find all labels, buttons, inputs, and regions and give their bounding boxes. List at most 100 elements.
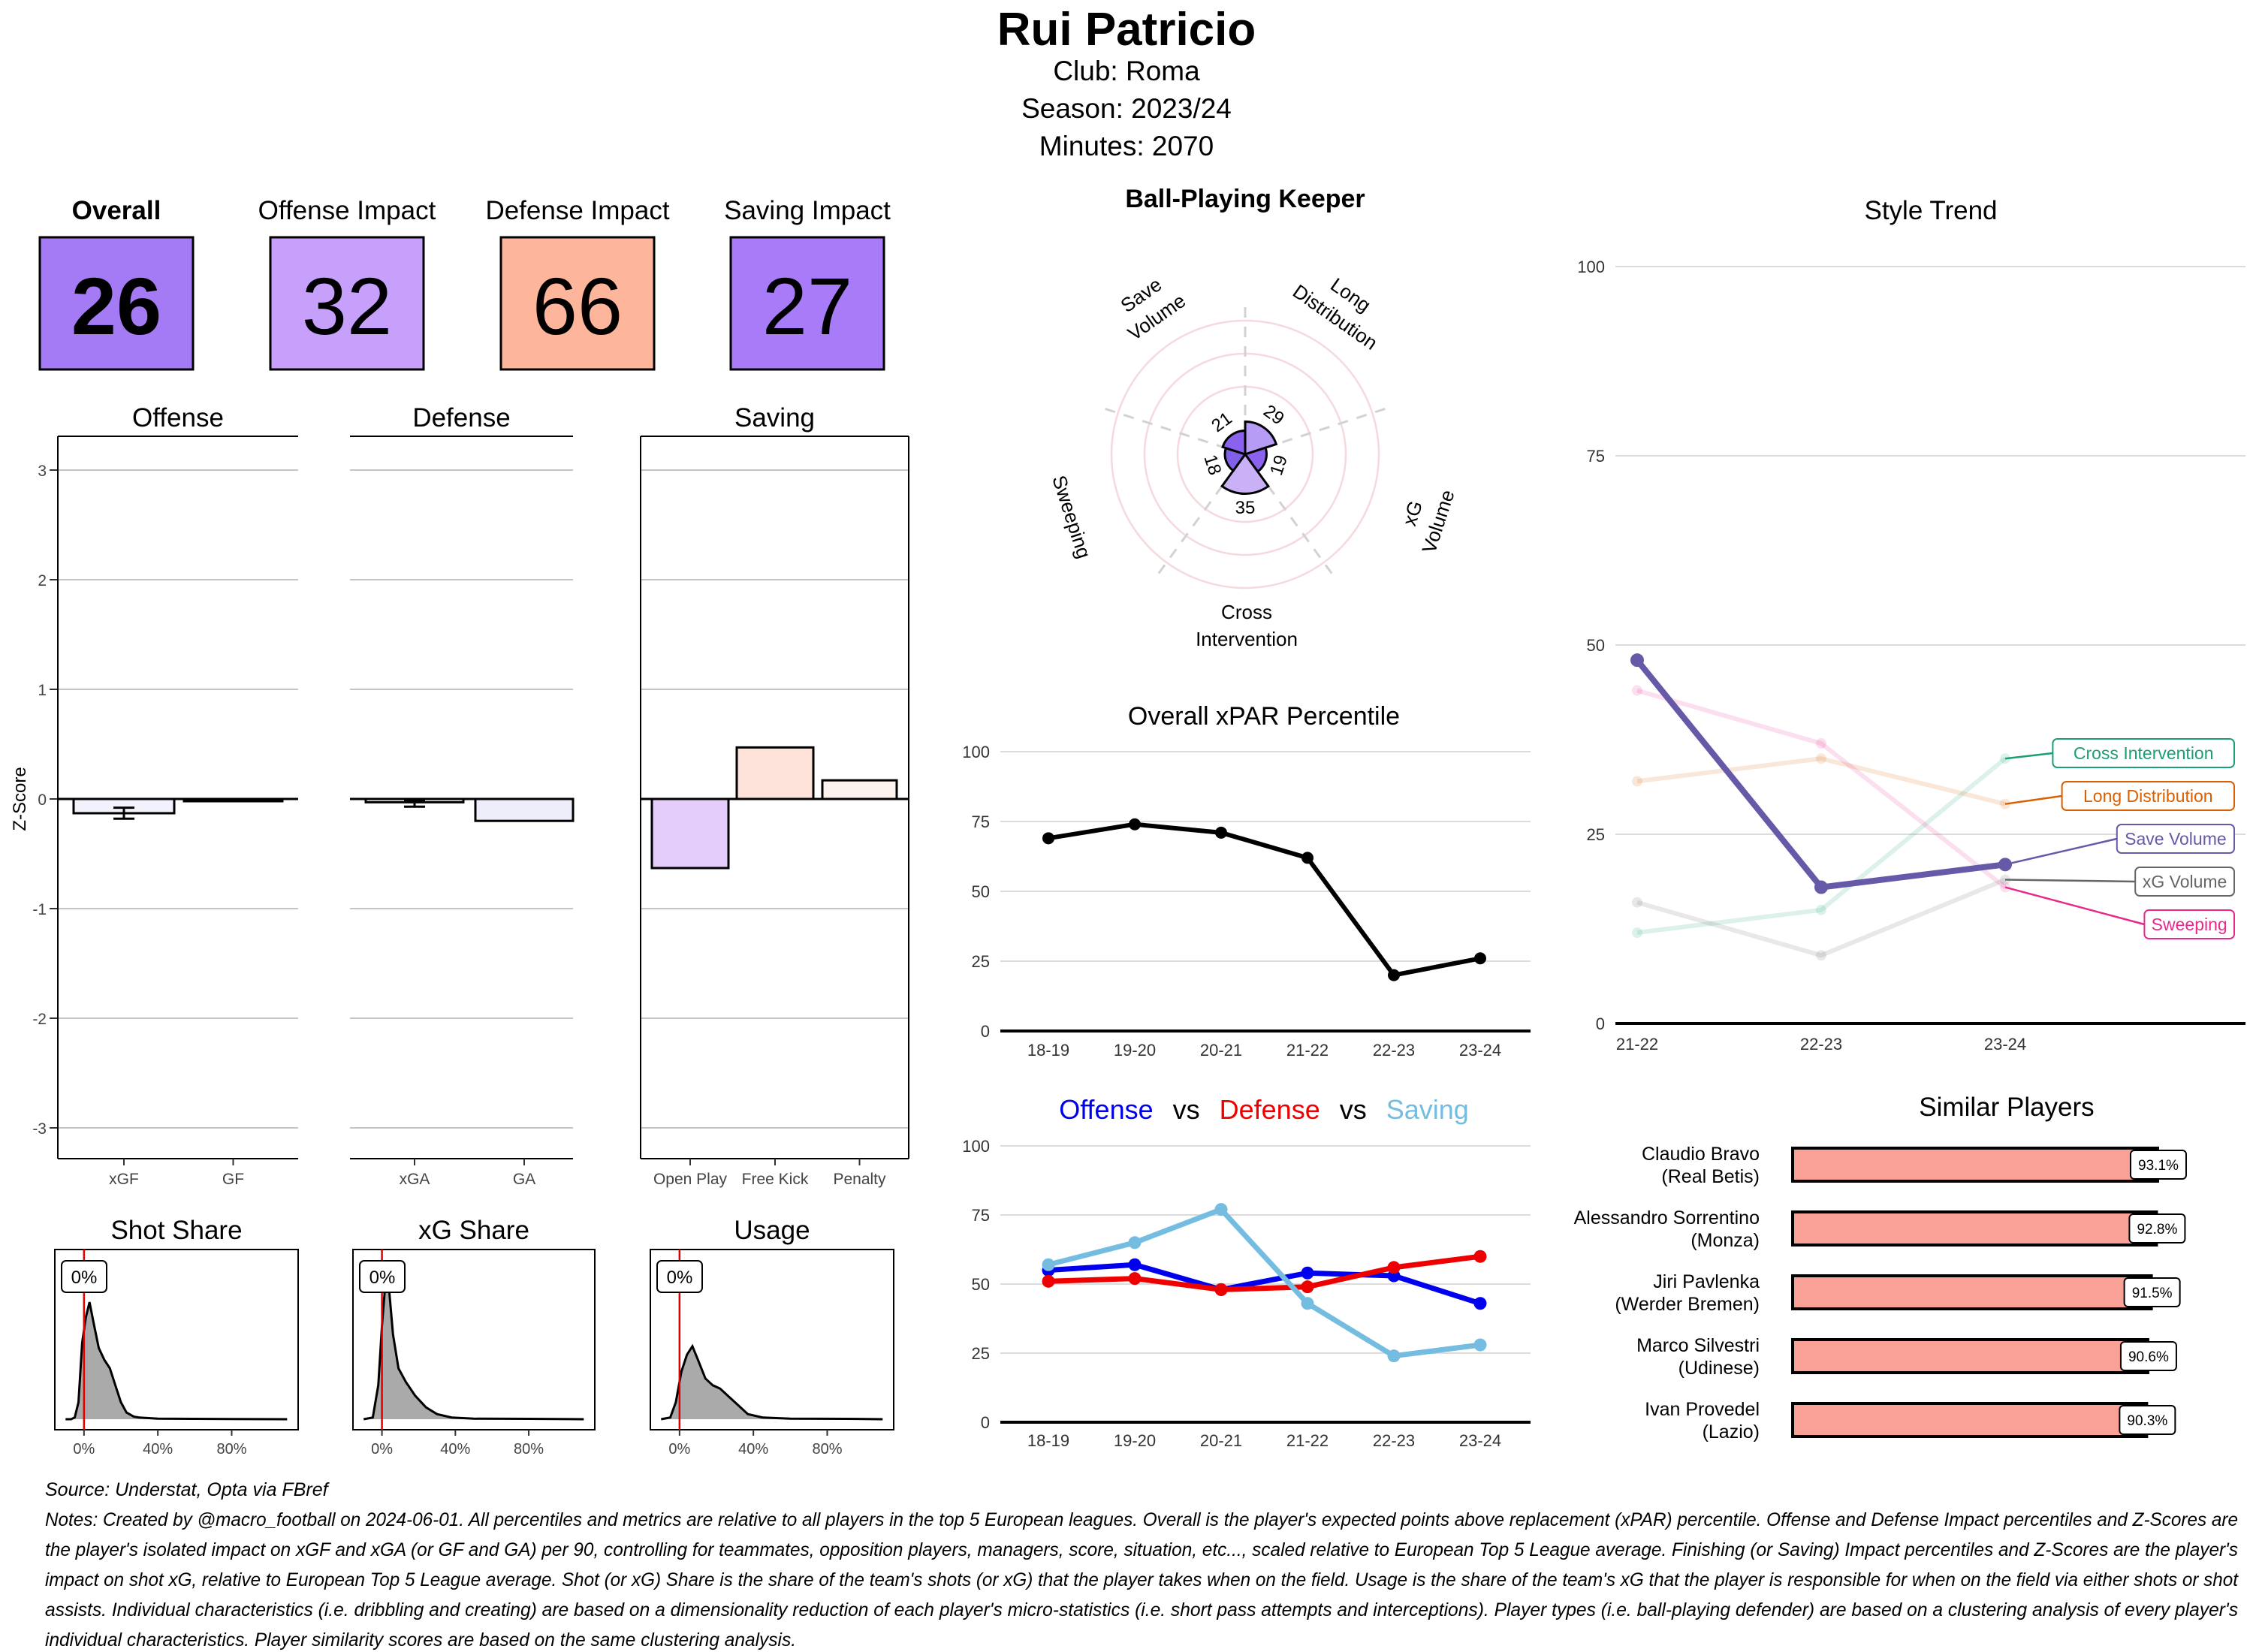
notes-line: impact on shot xG, relative to European … bbox=[45, 1569, 2239, 1590]
y-tick-label: 50 bbox=[972, 1275, 990, 1294]
trend-point bbox=[1814, 880, 1828, 894]
impact-tiles: Overall 26 Offense Impact 32 Defense Impact 6… bbox=[38, 196, 891, 371]
density-area bbox=[363, 1280, 584, 1419]
radar-category-label-line: xG bbox=[1398, 498, 1427, 529]
trend-label-leader bbox=[2004, 752, 2053, 760]
y-tick-label: -1 bbox=[32, 901, 47, 918]
x-tick-label: 22-23 bbox=[1373, 1041, 1415, 1060]
series-point-saving bbox=[1128, 1236, 1142, 1250]
x-tick-label: 80% bbox=[812, 1441, 842, 1458]
offense-defense-saving-chart: Offense vs Defense vs Saving 0 25 50 75 100 18-19 1… bbox=[962, 1094, 1531, 1450]
panel-title: Saving bbox=[734, 403, 815, 433]
series-line-saving bbox=[1048, 1207, 1481, 1359]
trend-line-xg-volume bbox=[1636, 877, 2007, 958]
club-text: Club: Roma bbox=[1053, 56, 1200, 86]
x-tick-label: Penalty bbox=[833, 1171, 886, 1188]
trend-label-leader bbox=[2004, 879, 2136, 883]
x-tick-label: 0% bbox=[371, 1441, 393, 1458]
x-tick-label: Free Kick bbox=[742, 1171, 809, 1188]
x-tick-label: 21-22 bbox=[1286, 1431, 1329, 1450]
trend-label-box bbox=[2143, 909, 2235, 939]
series-point-defense bbox=[1042, 1274, 1055, 1288]
panel-border bbox=[650, 1249, 894, 1430]
radar-title: Ball-Playing Keeper bbox=[1125, 185, 1365, 213]
title-part-saving: Saving bbox=[1386, 1094, 1469, 1125]
x-tick-label: 20-21 bbox=[1200, 1041, 1242, 1060]
minutes-text: Minutes: 2070 bbox=[1039, 131, 1214, 161]
x-tick-label: 40% bbox=[143, 1441, 173, 1458]
trend-label-leader bbox=[2004, 794, 2062, 805]
xpar-point bbox=[1215, 826, 1227, 839]
xpar-percentile-chart: Overall xPAR Percentile 0 25 50 75 100 18-19 19… bbox=[962, 702, 1531, 1060]
notes-line: the player's isolated impact on xGF and … bbox=[45, 1539, 2238, 1560]
xpar-point bbox=[1042, 832, 1054, 845]
similarity-label: 90.3% bbox=[2127, 1413, 2167, 1429]
trend-point bbox=[1632, 776, 1642, 787]
series-point-saving bbox=[1042, 1258, 1055, 1271]
panel-title: Usage bbox=[734, 1216, 810, 1245]
x-tick-label: GA bbox=[513, 1171, 535, 1188]
radar-category-label-line: Volume bbox=[1417, 487, 1458, 556]
y-tick-label: 0 bbox=[1596, 1014, 1605, 1033]
y-tick-label: 25 bbox=[972, 1344, 990, 1363]
xpar-point bbox=[1474, 952, 1486, 965]
notes-line: assists. Individual characteristics (i.e… bbox=[45, 1599, 2238, 1620]
trend-point bbox=[1816, 738, 1826, 749]
radar-category-label: SaveVolume bbox=[1108, 267, 1190, 345]
x-tick-label: 40% bbox=[738, 1441, 768, 1458]
panel-border bbox=[54, 1249, 299, 1430]
y-tick-label: 25 bbox=[1587, 825, 1605, 844]
zscore-chart: Z-Score -3 -2 -1 0 1 2 3 Offense xGF GF Defense xGA G… bbox=[10, 403, 909, 1188]
impact-tile: Saving Impact 27 bbox=[724, 196, 891, 371]
trend-label-leader bbox=[2004, 837, 2118, 866]
series-point-defense bbox=[1301, 1280, 1314, 1294]
player-name: Ivan Provedel bbox=[1645, 1399, 1760, 1420]
radar-category-label: LongDistribution bbox=[1289, 258, 1397, 354]
xpar-point bbox=[1129, 818, 1141, 831]
density-curve bbox=[65, 1301, 288, 1421]
trend-label-box bbox=[2052, 738, 2235, 768]
series-line-defense bbox=[1048, 1253, 1481, 1292]
trend-point bbox=[1632, 927, 1642, 939]
notes-line: Notes: Created by @macro_football on 202… bbox=[45, 1509, 2238, 1530]
trend-label-box bbox=[2116, 824, 2236, 854]
chart-title: Similar Players bbox=[1919, 1093, 2094, 1122]
y-tick-label: 1 bbox=[38, 682, 47, 699]
player-club: (Real Betis) bbox=[1661, 1166, 1760, 1187]
x-tick-label: GF bbox=[222, 1171, 244, 1188]
series-point-saving bbox=[1387, 1349, 1401, 1363]
season-text: Season: 2023/24 bbox=[1021, 93, 1232, 124]
tile-value: 26 bbox=[71, 261, 161, 351]
y-tick-label: 0 bbox=[38, 791, 47, 809]
xpar-point bbox=[1388, 969, 1400, 981]
radar-category-label-line: Intervention bbox=[1196, 628, 1298, 650]
trend-label-box bbox=[2061, 781, 2236, 811]
trend-label-long-distribution: Long Distribution bbox=[2083, 786, 2213, 806]
player-name: Alessandro Sorrentino bbox=[1574, 1207, 1760, 1228]
radar-value-label: 18 bbox=[1199, 452, 1225, 478]
xpar-point bbox=[1301, 852, 1313, 864]
y-tick-label: 50 bbox=[972, 882, 990, 901]
player-name: Rui Patricio bbox=[997, 4, 1256, 56]
x-tick-label: 23-24 bbox=[1984, 1035, 2026, 1054]
series-point-saving bbox=[1214, 1203, 1228, 1216]
trend-point bbox=[1632, 897, 1642, 908]
trend-line-long-distribution bbox=[1636, 756, 2006, 806]
tile-value: 66 bbox=[532, 261, 623, 351]
chart-title: Offense vs Defense vs Saving bbox=[1059, 1094, 1469, 1125]
similarity-label-box bbox=[2128, 1213, 2186, 1244]
y-tick-label: 75 bbox=[972, 812, 990, 831]
panel-title: Defense bbox=[412, 403, 510, 433]
player-value-label: 0% bbox=[667, 1268, 693, 1288]
bar-open-play bbox=[650, 797, 730, 870]
x-tick-label: xGA bbox=[400, 1171, 430, 1188]
player-name: Claudio Bravo bbox=[1642, 1144, 1760, 1165]
radar-value-label: 29 bbox=[1259, 401, 1287, 430]
y-tick-label: 0 bbox=[981, 1413, 990, 1432]
tile-value: 32 bbox=[302, 261, 392, 351]
tile-box bbox=[269, 236, 425, 371]
x-tick-label: 23-24 bbox=[1459, 1431, 1501, 1450]
